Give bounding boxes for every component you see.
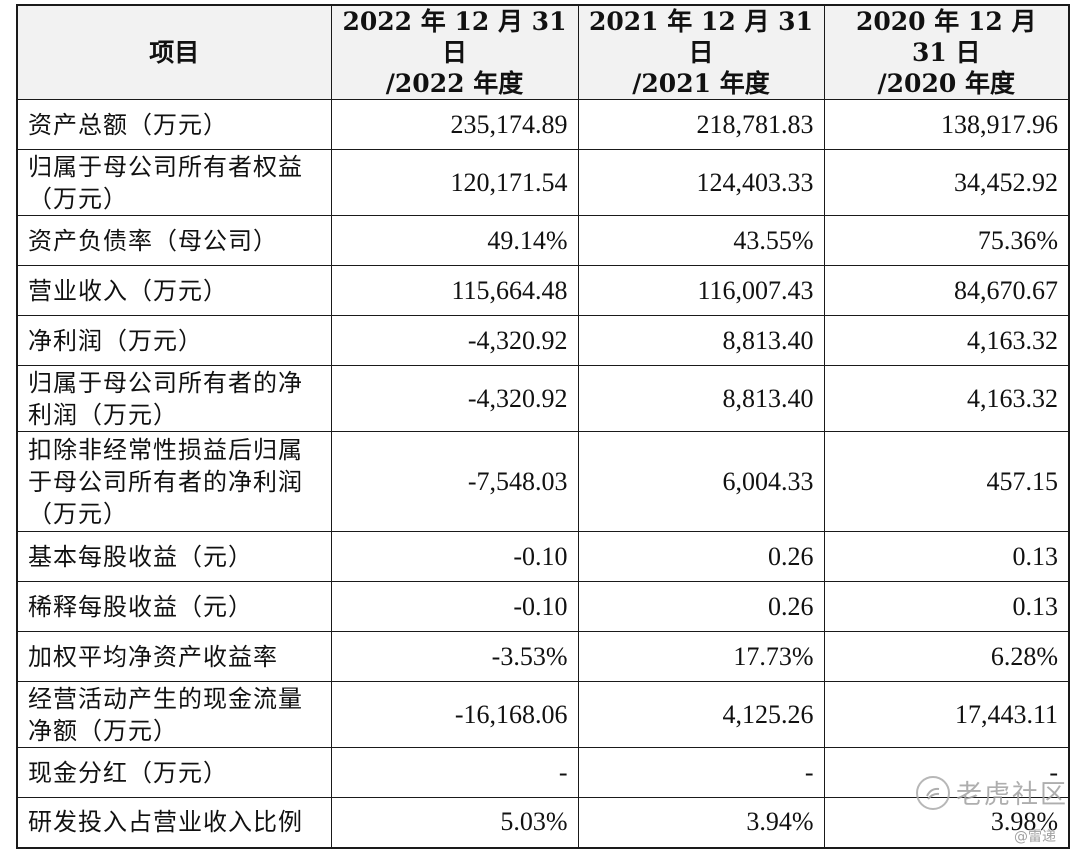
table-row: 资产总额（万元） 235,174.89 218,781.83 138,917.9… [16, 99, 1070, 150]
cell-2020: 0.13 [823, 531, 1070, 582]
cell-2021: 3.94% [577, 797, 825, 848]
row-label: 资产负债率（母公司） [16, 215, 332, 266]
header-2020: 2020 年 12 月 31 日 /2020 年度 [823, 4, 1070, 100]
cell-2020: 75.36% [823, 215, 1070, 266]
row-label: 基本每股收益（元） [16, 531, 332, 582]
header-2021: 2021 年 12 月 31 日 /2021 年度 [577, 4, 825, 100]
table-header-row: 项目 2022 年 12 月 31 日 /2022 年度 2021 年 12 月… [16, 4, 1070, 100]
header-2022: 2022 年 12 月 31 日 /2022 年度 [330, 4, 579, 100]
cell-2021: 124,403.33 [577, 149, 825, 216]
row-label: 加权平均净资产收益率 [16, 631, 332, 682]
cell-2022: -7,548.03 [330, 431, 579, 532]
table-row: 营业收入（万元） 115,664.48 116,007.43 84,670.67 [16, 265, 1070, 316]
row-label: 现金分红（万元） [16, 747, 332, 798]
table-row: 经营活动产生的现金流量净额（万元） -16,168.06 4,125.26 17… [16, 681, 1070, 748]
financial-summary-table: 项目 2022 年 12 月 31 日 /2022 年度 2021 年 12 月… [16, 4, 1070, 849]
table-row: 现金分红（万元） - - - [16, 747, 1070, 798]
cell-2022: -0.10 [330, 531, 579, 582]
row-label: 归属于母公司所有者的净利润（万元） [16, 365, 332, 432]
table-row: 净利润（万元） -4,320.92 8,813.40 4,163.32 [16, 315, 1070, 366]
cell-2021: 218,781.83 [577, 99, 825, 150]
cell-2021: 116,007.43 [577, 265, 825, 316]
cell-2020: 34,452.92 [823, 149, 1070, 216]
row-label: 净利润（万元） [16, 315, 332, 366]
cell-2020: 17,443.11 [823, 681, 1070, 748]
cell-2022: 120,171.54 [330, 149, 579, 216]
cell-2021: 8,813.40 [577, 365, 825, 432]
cell-2022: - [330, 747, 579, 798]
cell-2020: 84,670.67 [823, 265, 1070, 316]
cell-2020: 457.15 [823, 431, 1070, 532]
cell-2020: 6.28% [823, 631, 1070, 682]
cell-2022: -16,168.06 [330, 681, 579, 748]
cell-2022: -3.53% [330, 631, 579, 682]
cell-2021: 17.73% [577, 631, 825, 682]
row-label: 研发投入占营业收入比例 [16, 797, 332, 848]
cell-2020: 4,163.32 [823, 365, 1070, 432]
cell-2022: 235,174.89 [330, 99, 579, 150]
row-label: 营业收入（万元） [16, 265, 332, 316]
cell-2021: 6,004.33 [577, 431, 825, 532]
cell-2021: - [577, 747, 825, 798]
table-row: 基本每股收益（元） -0.10 0.26 0.13 [16, 531, 1070, 582]
row-label: 扣除非经常性损益后归属于母公司所有者的净利润（万元） [16, 431, 332, 532]
cell-2021: 0.26 [577, 581, 825, 632]
cell-2022: -0.10 [330, 581, 579, 632]
table-row: 归属于母公司所有者的净利润（万元） -4,320.92 8,813.40 4,1… [16, 365, 1070, 432]
cell-2022: -4,320.92 [330, 365, 579, 432]
row-label: 资产总额（万元） [16, 99, 332, 150]
cell-2022: -4,320.92 [330, 315, 579, 366]
watermark-author: @雷递 [1014, 829, 1056, 845]
table-row: 稀释每股收益（元） -0.10 0.26 0.13 [16, 581, 1070, 632]
table-row: 研发投入占营业收入比例 5.03% 3.94% 3.98% [16, 797, 1070, 848]
table-row: 归属于母公司所有者权益（万元） 120,171.54 124,403.33 34… [16, 149, 1070, 216]
watermark: 老虎社区 [915, 774, 1068, 811]
table-row: 加权平均净资产收益率 -3.53% 17.73% 6.28% [16, 631, 1070, 682]
table-row: 扣除非经常性损益后归属于母公司所有者的净利润（万元） -7,548.03 6,0… [16, 431, 1070, 532]
cell-2020: 138,917.96 [823, 99, 1070, 150]
cell-2021: 4,125.26 [577, 681, 825, 748]
cell-2020: 0.13 [823, 581, 1070, 632]
watermark-text: 老虎社区 [955, 780, 1068, 810]
cell-2021: 0.26 [577, 531, 825, 582]
cell-2022: 49.14% [330, 215, 579, 266]
row-label: 归属于母公司所有者权益（万元） [16, 149, 332, 216]
row-label: 稀释每股收益（元） [16, 581, 332, 632]
row-label: 经营活动产生的现金流量净额（万元） [16, 681, 332, 748]
cell-2020: 3.98% [823, 797, 1070, 848]
table-row: 资产负债率（母公司） 49.14% 43.55% 75.36% [16, 215, 1070, 266]
cell-2022: 5.03% [330, 797, 579, 848]
cell-2021: 43.55% [577, 215, 825, 266]
cell-2022: 115,664.48 [330, 265, 579, 316]
cell-2020: 4,163.32 [823, 315, 1070, 366]
tiger-community-logo-icon [915, 775, 950, 810]
cell-2021: 8,813.40 [577, 315, 825, 366]
header-item: 项目 [16, 4, 332, 100]
